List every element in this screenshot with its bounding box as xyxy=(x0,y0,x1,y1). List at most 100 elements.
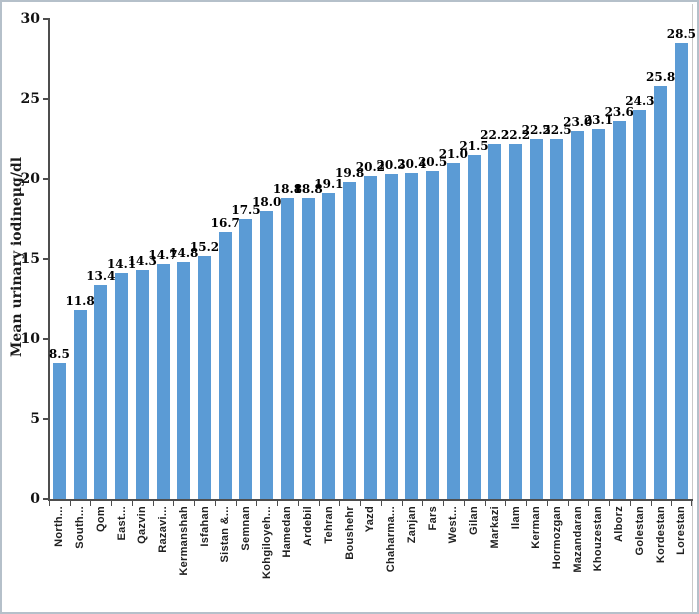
x-axis-label: Chaharma... xyxy=(385,506,398,573)
x-label-cell: Lorestan xyxy=(671,506,692,612)
x-axis-label: Sistan &... xyxy=(219,506,232,563)
bar-value-label: 14.1 xyxy=(106,257,137,271)
bar-slot: 19.1 xyxy=(314,19,344,499)
x-tick-mark xyxy=(463,501,465,506)
x-axis-label: Kordestan xyxy=(654,506,667,564)
bar-value-label: 19.8 xyxy=(335,166,365,180)
x-axis-label: Isfahan xyxy=(198,506,211,547)
x-axis-label: Hormozgan xyxy=(550,506,563,570)
bar xyxy=(301,198,315,499)
x-axis-label: Boushehr xyxy=(343,506,356,560)
bar-value-label: 21.0 xyxy=(438,147,468,161)
x-tick-mark xyxy=(131,501,133,506)
bar-value-label: 15.2 xyxy=(189,240,220,254)
bar xyxy=(115,273,129,499)
x-tick-mark xyxy=(173,501,175,506)
bar-value-label: 14.7 xyxy=(148,248,178,262)
bar xyxy=(156,264,170,499)
bar-value-label: 14.3 xyxy=(127,254,157,268)
bar xyxy=(322,193,336,499)
x-tick-mark xyxy=(671,501,673,506)
x-tick-mark xyxy=(90,501,92,506)
x-axis-label: Lorestan xyxy=(675,506,688,555)
bar-slot: 22.5 xyxy=(522,19,551,499)
bar-value-label: 20.3 xyxy=(376,158,406,172)
bar-slot: 18.8 xyxy=(294,19,323,499)
bar-slot: 25.8 xyxy=(646,19,675,499)
y-tick-mark xyxy=(43,18,48,20)
x-axis-label: Kermanshah xyxy=(177,506,190,576)
x-label-cell: Razavi... xyxy=(153,506,174,612)
x-tick-mark xyxy=(650,501,652,506)
bar-slot: 19.8 xyxy=(335,19,364,499)
bar xyxy=(571,131,585,499)
x-axis-label: Tehran xyxy=(322,506,335,544)
x-label-cell: Chaharma... xyxy=(381,506,402,612)
x-label-cell: Ardebil xyxy=(298,506,319,612)
bar-value-label: 20.5 xyxy=(417,155,448,169)
x-label-cell: Hamedan xyxy=(277,506,298,612)
x-label-cell: South... xyxy=(70,506,91,612)
bar-slot: 20.3 xyxy=(376,19,406,499)
bar xyxy=(529,139,543,499)
bar-value-label: 13.4 xyxy=(86,269,116,283)
bar xyxy=(177,262,191,499)
x-label-cell: Sistan &... xyxy=(215,506,236,612)
y-tick-label: 0 xyxy=(30,491,40,507)
bar-slot: 20.5 xyxy=(418,19,447,499)
y-tick-label: 25 xyxy=(20,91,40,107)
x-tick-mark xyxy=(609,501,611,506)
x-label-cell: Hormozgan xyxy=(547,506,568,612)
chart-area-right-border xyxy=(692,4,693,612)
y-axis-line xyxy=(48,18,50,500)
bar xyxy=(239,219,253,499)
x-label-cell: Mazandaran xyxy=(567,506,588,612)
bar-slot: 14.1 xyxy=(107,19,136,499)
bar xyxy=(633,110,647,499)
bar xyxy=(260,211,274,499)
x-axis-label: Gilan xyxy=(468,506,481,536)
y-tick-mark xyxy=(43,418,48,420)
x-tick-mark xyxy=(152,501,154,506)
plot-area: 8.5 11.8 13.4 14.1 14.3 14.7 14.8 15.2 16.7 17.5 1… xyxy=(48,19,696,499)
bar xyxy=(343,182,357,499)
bar-value-label: 20.2 xyxy=(355,160,385,174)
x-label-cell: Boushehr xyxy=(339,506,360,612)
x-tick-mark xyxy=(297,501,299,506)
x-axis-labels: North... South... Qom East... Qazvin Razavi..… xyxy=(49,506,692,612)
bar-slot: 16.7 xyxy=(211,19,240,499)
x-tick-mark xyxy=(401,501,403,506)
x-axis-label: Zanjan xyxy=(405,506,418,544)
x-axis-label: Qom xyxy=(94,506,107,532)
x-tick-mark xyxy=(49,501,50,506)
bar-slot: 28.5 xyxy=(667,19,696,499)
x-tick-mark xyxy=(277,501,279,506)
bar-value-label: 17.5 xyxy=(231,203,261,217)
x-label-cell: Semnan xyxy=(236,506,257,612)
bar-value-label: 21.5 xyxy=(459,139,489,153)
y-tick-label: 10 xyxy=(20,331,40,347)
bar-slot: 14.3 xyxy=(128,19,157,499)
x-axis-label: Ilam xyxy=(509,506,522,530)
x-tick-mark xyxy=(111,501,113,506)
bar xyxy=(363,176,377,499)
y-tick-mark xyxy=(43,338,48,340)
bar xyxy=(591,129,605,499)
y-tick-mark xyxy=(43,178,48,180)
y-tick-label: 5 xyxy=(30,411,40,427)
x-label-cell: Golestan xyxy=(630,506,651,612)
bar-value-label: 8.5 xyxy=(48,347,70,361)
x-label-cell: North... xyxy=(49,506,70,612)
bar-value-label: 25.8 xyxy=(646,70,676,84)
x-tick-mark xyxy=(526,501,528,506)
bar-slot: 23.6 xyxy=(605,19,634,499)
x-label-cell: Yazd xyxy=(360,506,381,612)
bar-value-label: 18.8 xyxy=(293,182,323,196)
bar xyxy=(52,363,66,499)
bar-value-label: 23.1 xyxy=(583,113,614,127)
x-label-cell: Zanjan xyxy=(401,506,422,612)
x-tick-mark xyxy=(380,501,382,506)
x-label-cell: Kerman xyxy=(526,506,547,612)
bar-slot: 18.0 xyxy=(252,19,281,499)
